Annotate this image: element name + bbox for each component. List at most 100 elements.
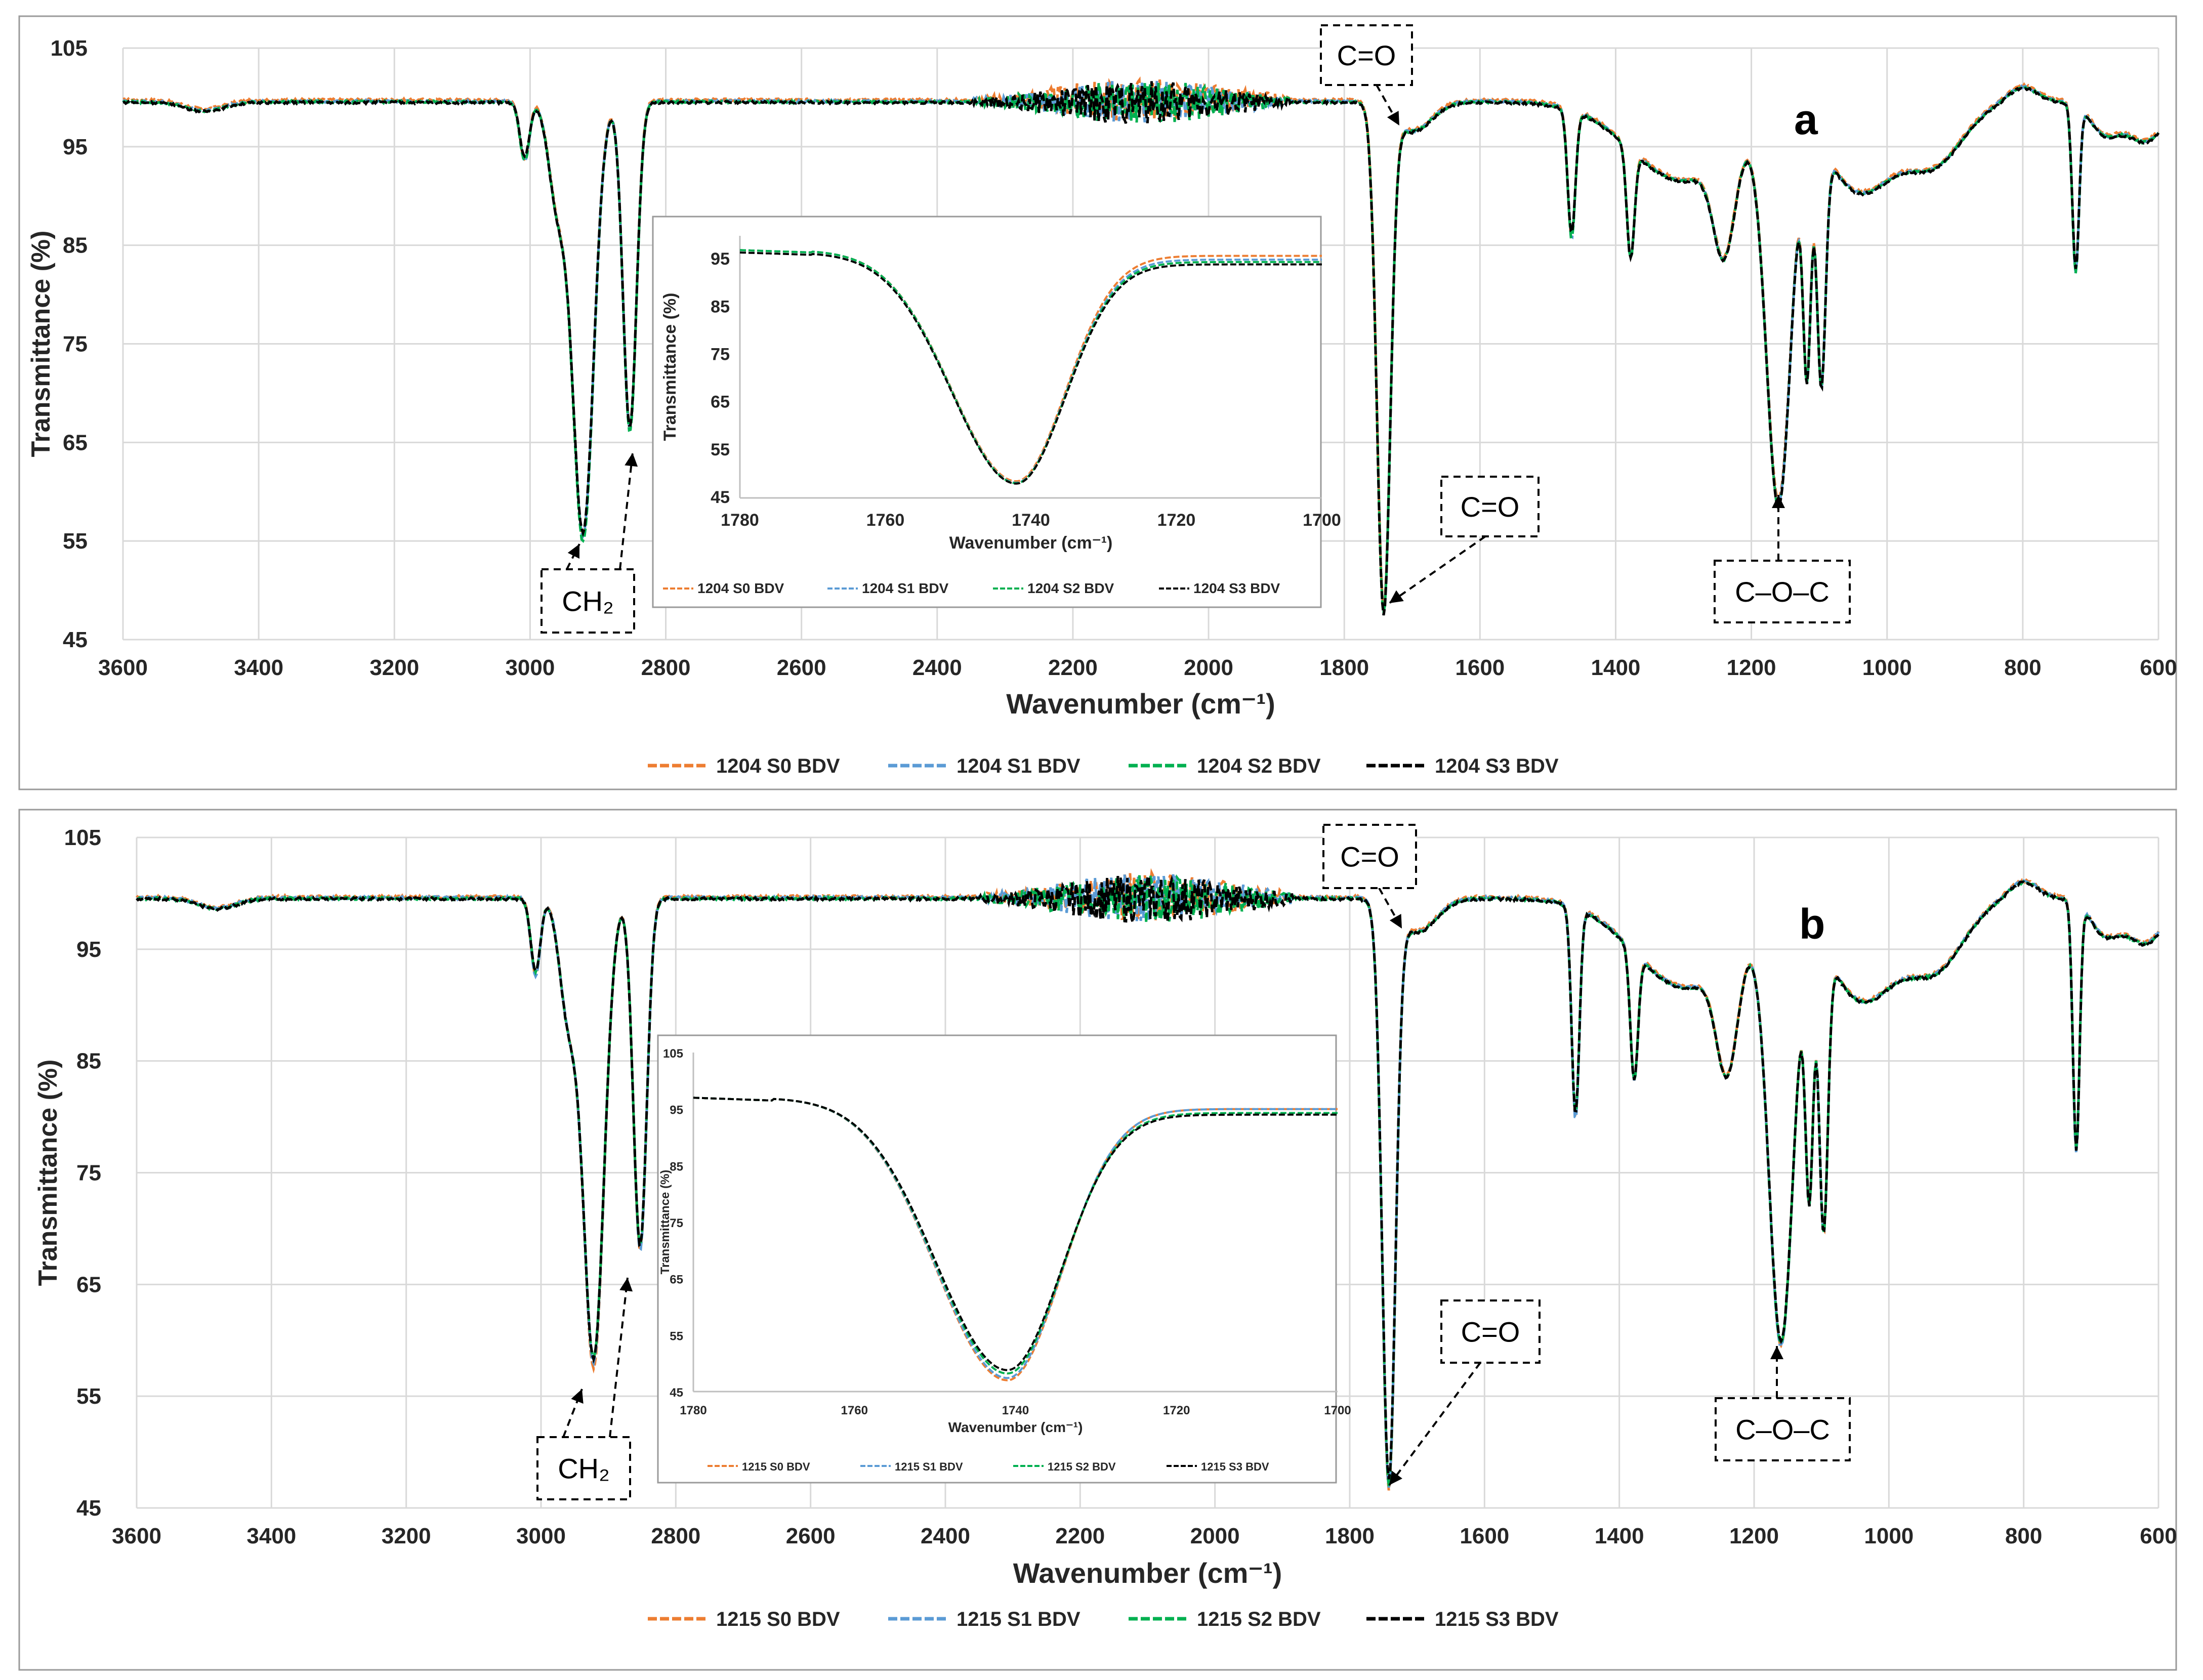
inset-y-tick-label: 65: [711, 393, 730, 412]
inset-legend-label: 1204 S3 BDV: [1193, 580, 1280, 596]
y-tick-label: 45: [63, 627, 88, 652]
co-annotation-bottom: [1440, 476, 1540, 537]
x-tick-label: 800: [2004, 655, 2041, 680]
inset-y-axis-title: Transmittance (%): [658, 1170, 672, 1275]
coc-annotation-label: C–O–C: [1735, 1414, 1830, 1446]
y-axis-title: Transmittance (%): [33, 1060, 63, 1286]
ch2-arrow-right: [609, 1277, 629, 1438]
inset-x-tick-label: 1720: [1157, 511, 1196, 530]
x-axis-title: Wavenumber (cm⁻¹): [1013, 1557, 1282, 1589]
ch2-annotation-label: CH₂: [558, 1453, 610, 1485]
y-tick-label: 75: [63, 332, 88, 357]
inset-x-tick-label: 1720: [1163, 1404, 1190, 1417]
x-tick-label: 1200: [1727, 655, 1776, 680]
co-arrow-bottom: [1388, 535, 1486, 604]
coc-annotation: [1715, 1397, 1851, 1461]
x-tick-label: 3000: [505, 655, 555, 680]
co-annotation-top: [1320, 24, 1413, 86]
inset-chart: 45 55 65 75 85 95 1780 1760 1740 1720 1700 Wavenumb…: [652, 216, 1341, 608]
y-axis-title: Transmittance (%): [26, 231, 56, 457]
coc-annotation: [1714, 560, 1851, 623]
coc-arrow-head: [1770, 1346, 1783, 1359]
inset-y-tick-label: 85: [670, 1160, 683, 1173]
legend-label: 1204 S2 BDV: [1197, 755, 1321, 777]
x-tick-label: 2200: [1048, 655, 1098, 680]
inset-series-line: [739, 251, 1322, 485]
x-tick-label: 3600: [98, 655, 148, 680]
inset-x-tick-label: 1700: [1303, 511, 1341, 530]
y-tick-label: 65: [76, 1272, 101, 1297]
x-tick-label: 3200: [369, 655, 419, 680]
inset-x-axis-title: Wavenumber (cm⁻¹): [949, 533, 1113, 553]
co-arrow-bottom-head: [1389, 590, 1404, 603]
inset-y-tick-label: 65: [670, 1273, 683, 1287]
inset-legend-label: 1215 S0 BDV: [742, 1460, 810, 1473]
y-tick-label: 85: [63, 233, 88, 258]
series-line-1204-s3-bdv: [122, 81, 2160, 616]
inset-chart: 45 55 65 75 85 95 105 1780 1760 1740 1720 1700 Waven…: [657, 1034, 1351, 1484]
x-tick-label: 2400: [921, 1524, 970, 1548]
inset-y-tick-label: 85: [711, 297, 730, 316]
inset-x-tick-label: 1760: [841, 1404, 868, 1417]
inset-y-axis-title: Transmittance (%): [660, 293, 680, 441]
inset-y-tick-label: 105: [663, 1047, 683, 1061]
x-tick-label: 3400: [246, 1524, 296, 1548]
co-annotation-bottom: [1440, 1299, 1541, 1364]
x-tick-label: 600: [2140, 655, 2177, 680]
legend-label: 1215 S3 BDV: [1435, 1608, 1559, 1630]
coc-arrow-head: [1772, 495, 1785, 508]
x-tick-label: 2400: [912, 655, 962, 680]
inset-y-tick-label: 45: [670, 1386, 683, 1400]
x-tick-label: 1400: [1595, 1524, 1644, 1548]
legend-label: 1204 S1 BDV: [957, 755, 1080, 777]
inset-legend-label: 1215 S3 BDV: [1201, 1460, 1269, 1473]
x-tick-label: 2000: [1190, 1524, 1240, 1548]
y-tick-label: 85: [76, 1049, 101, 1074]
x-tick-label: 2800: [641, 655, 691, 680]
inset-legend-label: 1215 S1 BDV: [895, 1460, 963, 1473]
x-axis-title: Wavenumber (cm⁻¹): [1006, 688, 1275, 720]
x-tick-label: 2600: [786, 1524, 836, 1548]
x-tick-label: 3600: [112, 1524, 161, 1548]
legend-label: 1215 S0 BDV: [716, 1608, 840, 1630]
legend-label: 1204 S3 BDV: [1435, 755, 1559, 777]
co-annotation-top: [1322, 824, 1417, 889]
x-tick-label: 800: [2005, 1524, 2042, 1548]
y-tick-label: 105: [51, 36, 88, 61]
inset-x-tick-label: 1740: [1002, 1404, 1029, 1417]
x-tick-label: 3000: [516, 1524, 566, 1548]
y-tick-label: 95: [63, 135, 88, 159]
ch2-arrow-left: [566, 543, 580, 570]
coc-annotation-label: C–O–C: [1735, 576, 1830, 608]
co-annotation-top-label: C=O: [1337, 39, 1396, 71]
x-tick-label: 1200: [1729, 1524, 1779, 1548]
ch2-arrow-right-head: [619, 1278, 633, 1292]
ch2-annotation-label: CH₂: [562, 585, 614, 617]
x-tick-label: 3200: [382, 1524, 431, 1548]
inset-y-tick-label: 55: [670, 1329, 683, 1343]
x-tick-label: 1600: [1455, 655, 1505, 680]
inset-x-axis-title: Wavenumber (cm⁻¹): [948, 1419, 1083, 1435]
inset-y-tick-label: 75: [711, 345, 730, 364]
inset-y-tick-label: 55: [711, 440, 730, 459]
co-arrow-top-head: [1389, 913, 1402, 929]
inset-x-tick-label: 1780: [721, 511, 759, 530]
panel-a: 45 55 65 75 85 95 105 3600 3400 3200 3000 2800 2600 2…: [18, 15, 2177, 790]
y-tick-label: 95: [76, 937, 101, 962]
inset-legend-label: 1204 S0 BDV: [697, 580, 784, 596]
co-annotation-bottom-label: C=O: [1461, 1316, 1520, 1348]
ch2-arrow-left-head: [571, 1389, 584, 1404]
inset-x-tick-label: 1780: [680, 1404, 706, 1417]
inset-legend-label: 1204 S2 BDV: [1027, 580, 1114, 596]
ch2-arrow-left-head: [567, 544, 579, 559]
co-arrow-top-head: [1387, 110, 1399, 125]
legend-label: 1204 S0 BDV: [716, 755, 840, 777]
ch2-arrow-right-head: [625, 453, 638, 467]
ch2-annotation: [536, 1436, 631, 1500]
inset-legend-label: 1215 S2 BDV: [1048, 1460, 1116, 1473]
x-tick-label: 1000: [1864, 1524, 1914, 1548]
inset-x-tick-label: 1760: [866, 511, 905, 530]
inset-legend-label: 1204 S1 BDV: [862, 580, 949, 596]
